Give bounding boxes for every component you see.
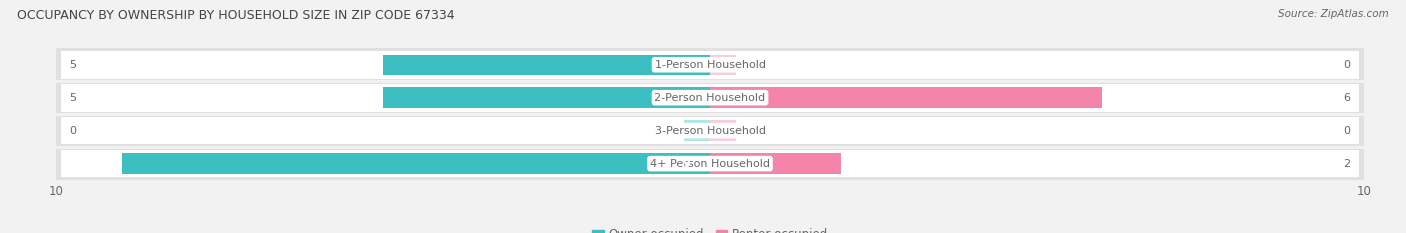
Legend: Owner-occupied, Renter-occupied: Owner-occupied, Renter-occupied <box>586 224 834 233</box>
Text: 2-Person Household: 2-Person Household <box>654 93 766 103</box>
Text: 3-Person Household: 3-Person Household <box>655 126 765 136</box>
Bar <box>382 55 710 75</box>
Text: OCCUPANCY BY OWNERSHIP BY HOUSEHOLD SIZE IN ZIP CODE 67334: OCCUPANCY BY OWNERSHIP BY HOUSEHOLD SIZE… <box>17 9 454 22</box>
Text: 0: 0 <box>1344 126 1351 136</box>
Bar <box>710 153 841 174</box>
Bar <box>62 117 1358 144</box>
Bar <box>56 81 1364 114</box>
Text: 9: 9 <box>682 159 690 169</box>
Text: 0: 0 <box>1344 60 1351 70</box>
Text: 5: 5 <box>69 93 76 103</box>
Bar <box>62 51 1358 79</box>
Bar <box>710 120 737 141</box>
Bar <box>710 55 737 75</box>
Bar <box>56 147 1364 180</box>
Text: 6: 6 <box>1344 93 1351 103</box>
Bar <box>62 150 1358 178</box>
Bar <box>382 87 710 108</box>
Text: 1-Person Household: 1-Person Household <box>655 60 765 70</box>
Text: 4+ Person Household: 4+ Person Household <box>650 159 770 169</box>
Text: 2: 2 <box>1344 159 1351 169</box>
Bar <box>710 87 1102 108</box>
Bar <box>56 114 1364 147</box>
Bar <box>121 153 710 174</box>
Text: 0: 0 <box>69 126 76 136</box>
Bar <box>683 120 710 141</box>
Bar <box>62 84 1358 112</box>
Text: 5: 5 <box>69 60 76 70</box>
Text: Source: ZipAtlas.com: Source: ZipAtlas.com <box>1278 9 1389 19</box>
Bar <box>56 48 1364 81</box>
